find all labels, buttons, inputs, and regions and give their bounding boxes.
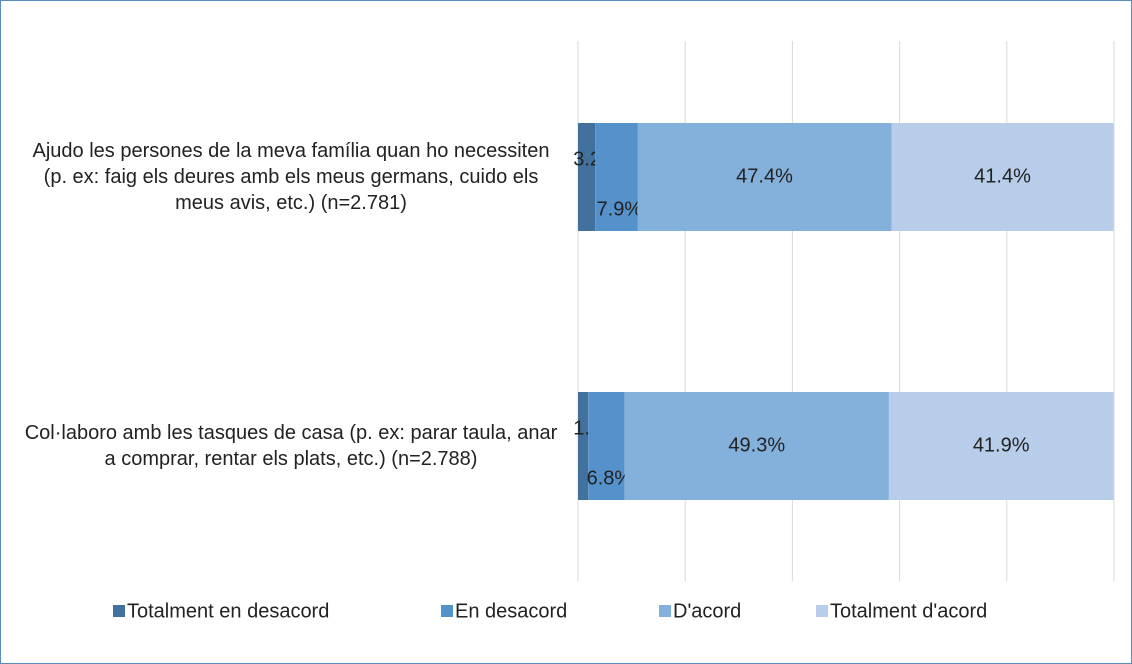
- bar-segment: [578, 123, 596, 231]
- legend-swatch: [441, 605, 453, 617]
- bar-segment: [888, 392, 1114, 500]
- legend-swatch: [659, 605, 671, 617]
- legend-swatch: [816, 605, 828, 617]
- value-label: 49.3%: [728, 434, 785, 456]
- bar-segment: [588, 392, 625, 500]
- value-label: 47.4%: [736, 165, 793, 187]
- bar-segment: [578, 392, 589, 500]
- bar-segment: [595, 123, 638, 231]
- bar-segment: [891, 123, 1114, 231]
- value-label: 7.9%: [597, 198, 643, 220]
- bar-segment: [637, 123, 892, 231]
- value-label: 6.8%: [587, 467, 633, 489]
- legend-label: En desacord: [455, 600, 567, 622]
- value-label: 41.4%: [974, 165, 1031, 187]
- legend-label: Totalment en desacord: [127, 600, 329, 622]
- category-label: Col·laboro amb les tasques de casa (p. e…: [24, 422, 558, 470]
- legend-label: Totalment d'acord: [830, 600, 987, 622]
- value-label: 41.9%: [973, 434, 1030, 456]
- bar-segment: [624, 392, 889, 500]
- category-label: Ajudo les persones de la meva família qu…: [32, 140, 550, 214]
- legend-label: D'acord: [673, 600, 741, 622]
- legend-swatch: [113, 605, 125, 617]
